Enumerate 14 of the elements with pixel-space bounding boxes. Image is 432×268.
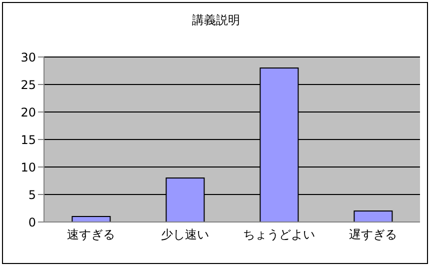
chart-title: 講義説明 xyxy=(191,12,241,29)
bar xyxy=(354,210,393,222)
x-tick-label: 少し速い xyxy=(161,228,209,242)
y-tick-label: 5 xyxy=(28,188,36,202)
y-tick-label: 15 xyxy=(20,132,36,147)
y-tick-label: 10 xyxy=(20,160,36,174)
y-tick-label: 20 xyxy=(20,105,36,120)
y-tick-label: 30 xyxy=(20,50,36,64)
y-tick-label: 25 xyxy=(20,78,36,92)
x-tick-label: 遅すぎる xyxy=(349,228,397,242)
x-tick-label: 速すぎる xyxy=(67,228,115,242)
y-tick-label: 0 xyxy=(28,215,36,230)
x-tick-label: ちょうどよい xyxy=(243,228,315,242)
bar xyxy=(72,216,111,222)
